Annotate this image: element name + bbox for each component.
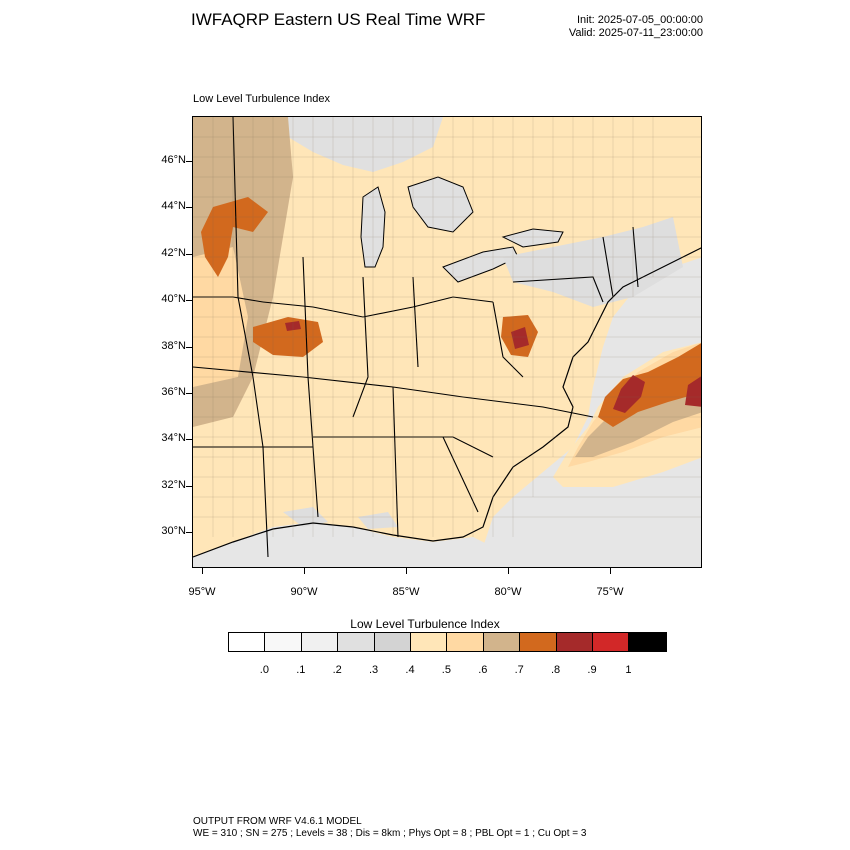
valid-time: Valid: 2025-07-11_23:00:00	[568, 27, 703, 39]
colorbar-box	[229, 633, 266, 651]
footer-model-line: OUTPUT FROM WRF V4.6.1 MODEL	[193, 816, 362, 827]
init-time: Init: 2025-07-05_00:00:00	[577, 14, 703, 26]
lon-tick	[508, 568, 509, 574]
colorbar-box	[592, 633, 630, 651]
colorbar-label: .0	[259, 664, 269, 676]
colorbar-box	[447, 633, 484, 651]
lon-label-80: 80°W	[494, 586, 522, 598]
lat-tick	[186, 161, 192, 162]
lat-tick	[186, 393, 192, 394]
lat-tick	[186, 439, 192, 440]
colorbar-title: Low Level Turbulence Index	[350, 617, 500, 631]
canada-region	[393, 117, 701, 232]
lon-tick	[202, 568, 203, 574]
ocean-red-cell-2	[685, 376, 701, 407]
lon-tick	[406, 568, 407, 574]
lat-label-32: 32°N	[161, 479, 186, 491]
colorbar	[228, 632, 667, 652]
lat-label-40: 40°N	[161, 293, 186, 305]
lat-label-46: 46°N	[161, 154, 186, 166]
lon-label-95: 95°W	[188, 586, 216, 598]
county-grid	[193, 117, 701, 537]
lat-tick	[186, 347, 192, 348]
lon-label-75: 75°W	[596, 586, 624, 598]
colorbar-label: .7	[514, 664, 524, 676]
gulf-coast-gray-patch-2	[358, 512, 398, 529]
lat-label-44: 44°N	[161, 200, 186, 212]
lat-label-34: 34°N	[161, 432, 186, 444]
lat-tick	[186, 486, 192, 487]
map-field-label: Low Level Turbulence Index	[193, 93, 330, 105]
ocean-red-cell-1	[613, 375, 645, 413]
lat-tick	[186, 532, 192, 533]
colorbar-label: .6	[478, 664, 488, 676]
colorbar-box	[338, 633, 375, 651]
page-title: IWFAQRP Eastern US Real Time WRF	[191, 10, 486, 29]
colorbar-label: .5	[441, 664, 451, 676]
atlantic-ocean	[478, 257, 701, 567]
virginia-red-cell	[511, 327, 529, 349]
turbulence-map	[193, 117, 701, 567]
map-frame	[192, 116, 702, 568]
colorbar-label: 1	[625, 664, 632, 676]
lat-tick	[186, 254, 192, 255]
lat-tick	[186, 207, 192, 208]
lon-label-90: 90°W	[290, 586, 318, 598]
footer-config-line: WE = 310 ; SN = 275 ; Levels = 38 ; Dis …	[193, 828, 587, 839]
lon-tick	[610, 568, 611, 574]
colorbar-label: .1	[296, 664, 306, 676]
colorbar-box	[629, 633, 666, 651]
colorbar-box	[520, 633, 557, 651]
colorbar-label: .9	[587, 664, 597, 676]
colorbar-label: .3	[369, 664, 379, 676]
colorbar-label: .2	[332, 664, 342, 676]
lon-label-85: 85°W	[392, 586, 420, 598]
lake-huron	[407, 176, 474, 233]
colorbar-box	[301, 633, 339, 651]
colorbar-box	[374, 633, 411, 651]
lat-tick	[186, 300, 192, 301]
lat-label-42: 42°N	[161, 247, 186, 259]
lake-superior-region	[283, 117, 443, 172]
lat-label-36: 36°N	[161, 386, 186, 398]
lat-label-38: 38°N	[161, 340, 186, 352]
lon-tick	[304, 568, 305, 574]
colorbar-label: .4	[405, 664, 415, 676]
colorbar-label: .8	[551, 664, 561, 676]
lat-label-30: 30°N	[161, 525, 186, 537]
colorbar-box	[410, 633, 448, 651]
colorbar-box	[556, 633, 593, 651]
colorbar-box	[265, 633, 302, 651]
colorbar-box	[483, 633, 521, 651]
